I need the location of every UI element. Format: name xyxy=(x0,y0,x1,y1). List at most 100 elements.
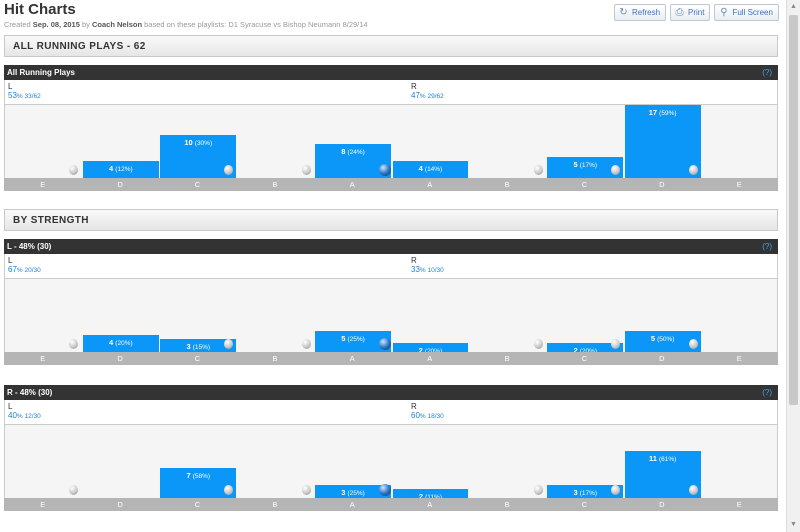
bar-percent: (17%) xyxy=(579,490,598,498)
zone-label: D xyxy=(659,180,665,189)
zone-label: C xyxy=(581,180,588,189)
side-right-label: R xyxy=(411,256,417,265)
zone-label: B xyxy=(272,180,278,189)
help-link[interactable]: (?) xyxy=(762,388,772,397)
bar-percent: (20%) xyxy=(425,348,442,355)
side-split-row: L 40% 12/30 R 60% 18/30 xyxy=(4,400,778,424)
side-left-pct-sign: % xyxy=(16,413,25,420)
toolbar: ↻ Refresh ⎙ Print ⚲ Full Screen xyxy=(614,4,779,21)
football-icon xyxy=(69,165,79,175)
zone-bar-2[interactable]: 4 (12%) xyxy=(82,160,159,178)
vertical-scrollbar[interactable]: ▲ ▼ xyxy=(786,0,800,532)
field-plot: 7 (58%)3 (25%)2 (11%)3 (17%)11 (61%) xyxy=(4,424,778,501)
full-screen-button[interactable]: ⚲ Full Screen xyxy=(714,4,779,21)
zone-label: A xyxy=(427,354,433,363)
side-left-fraction: 33/62 xyxy=(24,93,41,100)
zone-label: B xyxy=(272,354,278,363)
side-left-label: L xyxy=(8,82,13,91)
bar-value: 3 xyxy=(186,342,193,352)
zone-bar-8[interactable]: 2 (20%) xyxy=(547,343,624,355)
zone-label: B xyxy=(504,500,510,509)
zone-bar-9[interactable]: 17 (59%) xyxy=(624,105,701,178)
zone-bar-3[interactable]: 3 (15%) xyxy=(160,339,237,352)
side-left-pct-sign: % xyxy=(16,93,25,100)
help-link[interactable]: (?) xyxy=(762,68,772,77)
zone-label: B xyxy=(504,180,510,189)
side-left-label: L xyxy=(8,402,13,411)
side-split-row: L 53% 33/62 R 47% 29/62 xyxy=(4,80,778,104)
zone-bar-8[interactable]: 3 (17%) xyxy=(547,485,624,498)
bar-percent: (50%) xyxy=(657,335,675,343)
bar-percent: (20%) xyxy=(115,339,133,347)
author-name: Coach Nelson xyxy=(92,20,143,29)
football-icon xyxy=(611,165,621,175)
zone-bar-3[interactable]: 10 (30%) xyxy=(160,135,237,178)
zone-bar-2[interactable]: 4 (20%) xyxy=(82,334,159,352)
football-icon xyxy=(533,339,543,349)
section-header-by-strength: BY STRENGTH xyxy=(4,209,778,231)
bar-percent: (17%) xyxy=(579,161,598,169)
bar-value: 4 xyxy=(109,163,116,173)
scroll-down-icon[interactable]: ▼ xyxy=(790,521,797,528)
zone-label: C xyxy=(581,354,588,363)
zone-bar-8[interactable]: 5 (17%) xyxy=(547,156,624,178)
page-title: Hit Charts xyxy=(4,1,76,18)
bar-value: 2 xyxy=(418,346,425,356)
football-icon xyxy=(301,339,311,349)
chart-header: All Running Plays (?) xyxy=(4,65,778,80)
bar-percent: (25%) xyxy=(347,490,365,498)
zone-bar-5[interactable]: 8 (24%) xyxy=(315,143,391,178)
zone-bar-9[interactable]: 5 (50%) xyxy=(624,330,701,352)
playlist-text: based on these playlists: D1 Syracuse vs… xyxy=(144,20,368,29)
zone-bar-6[interactable]: 4 (14%) xyxy=(392,160,469,178)
zone-label: E xyxy=(40,500,46,509)
print-button[interactable]: ⎙ Print xyxy=(670,4,711,21)
side-right-label: R xyxy=(411,402,417,411)
scrollbar-thumb[interactable] xyxy=(789,15,798,405)
zone-bar-9[interactable]: 11 (61%) xyxy=(624,450,701,498)
zone-label: B xyxy=(272,500,278,509)
bar-value: 17 xyxy=(648,108,660,117)
bar-percent: (15%) xyxy=(192,344,211,352)
side-left-pct: 40 xyxy=(8,411,17,420)
bar-value: 3 xyxy=(341,488,348,498)
football-icon xyxy=(533,485,543,495)
side-right-fraction: 10/30 xyxy=(427,267,444,274)
zone-label: A xyxy=(427,500,433,509)
chart-header: R - 48% (30) (?) xyxy=(4,385,778,400)
bar-value: 11 xyxy=(648,453,659,463)
side-right-pct-sign: % xyxy=(419,413,428,420)
chart-title: R - 48% (30) xyxy=(7,388,53,397)
zone-bar-6[interactable]: 2 (20%) xyxy=(392,343,469,356)
ball-position-icon xyxy=(379,484,391,496)
bar-percent: (61%) xyxy=(658,455,677,463)
help-link[interactable]: (?) xyxy=(762,242,772,251)
zone-bar-5[interactable]: 5 (25%) xyxy=(315,330,391,352)
zone-bar-6[interactable]: 2 (11%) xyxy=(392,489,469,501)
refresh-button[interactable]: ↻ Refresh xyxy=(614,4,667,21)
side-left-percent: 67% 20/30 xyxy=(8,265,41,275)
side-left-label: L xyxy=(8,256,13,265)
zone-bar-3[interactable]: 7 (58%) xyxy=(160,467,237,498)
side-right-pct: 33 xyxy=(411,265,420,274)
zone-label: B xyxy=(504,354,510,363)
scroll-up-icon[interactable]: ▲ xyxy=(790,3,797,10)
zone-label: A xyxy=(349,354,355,363)
print-label: Print xyxy=(688,8,705,17)
hit-chart-strength-left: L - 48% (30) (?) L 67% 20/30 R 33% 10/30 4 (20… xyxy=(4,239,778,365)
zone-bar-5[interactable]: 3 (25%) xyxy=(315,485,391,498)
bar-value: 10 xyxy=(184,138,195,148)
side-left-percent: 53% 33/62 xyxy=(8,91,41,101)
side-left-fraction: 20/30 xyxy=(24,267,41,274)
side-right-label: R xyxy=(411,82,417,91)
section-header-all-running-plays: ALL RUNNING PLAYS - 62 xyxy=(4,35,778,57)
zone-label: E xyxy=(736,354,742,363)
bar-percent: (14%) xyxy=(424,165,443,173)
chart-title: L - 48% (30) xyxy=(7,242,52,251)
bar-percent: (11%) xyxy=(425,494,442,501)
side-right-stat: R 60% 18/30 xyxy=(411,402,444,421)
by-label: by xyxy=(82,20,90,29)
zone-label: D xyxy=(117,500,123,509)
football-icon xyxy=(688,339,698,349)
